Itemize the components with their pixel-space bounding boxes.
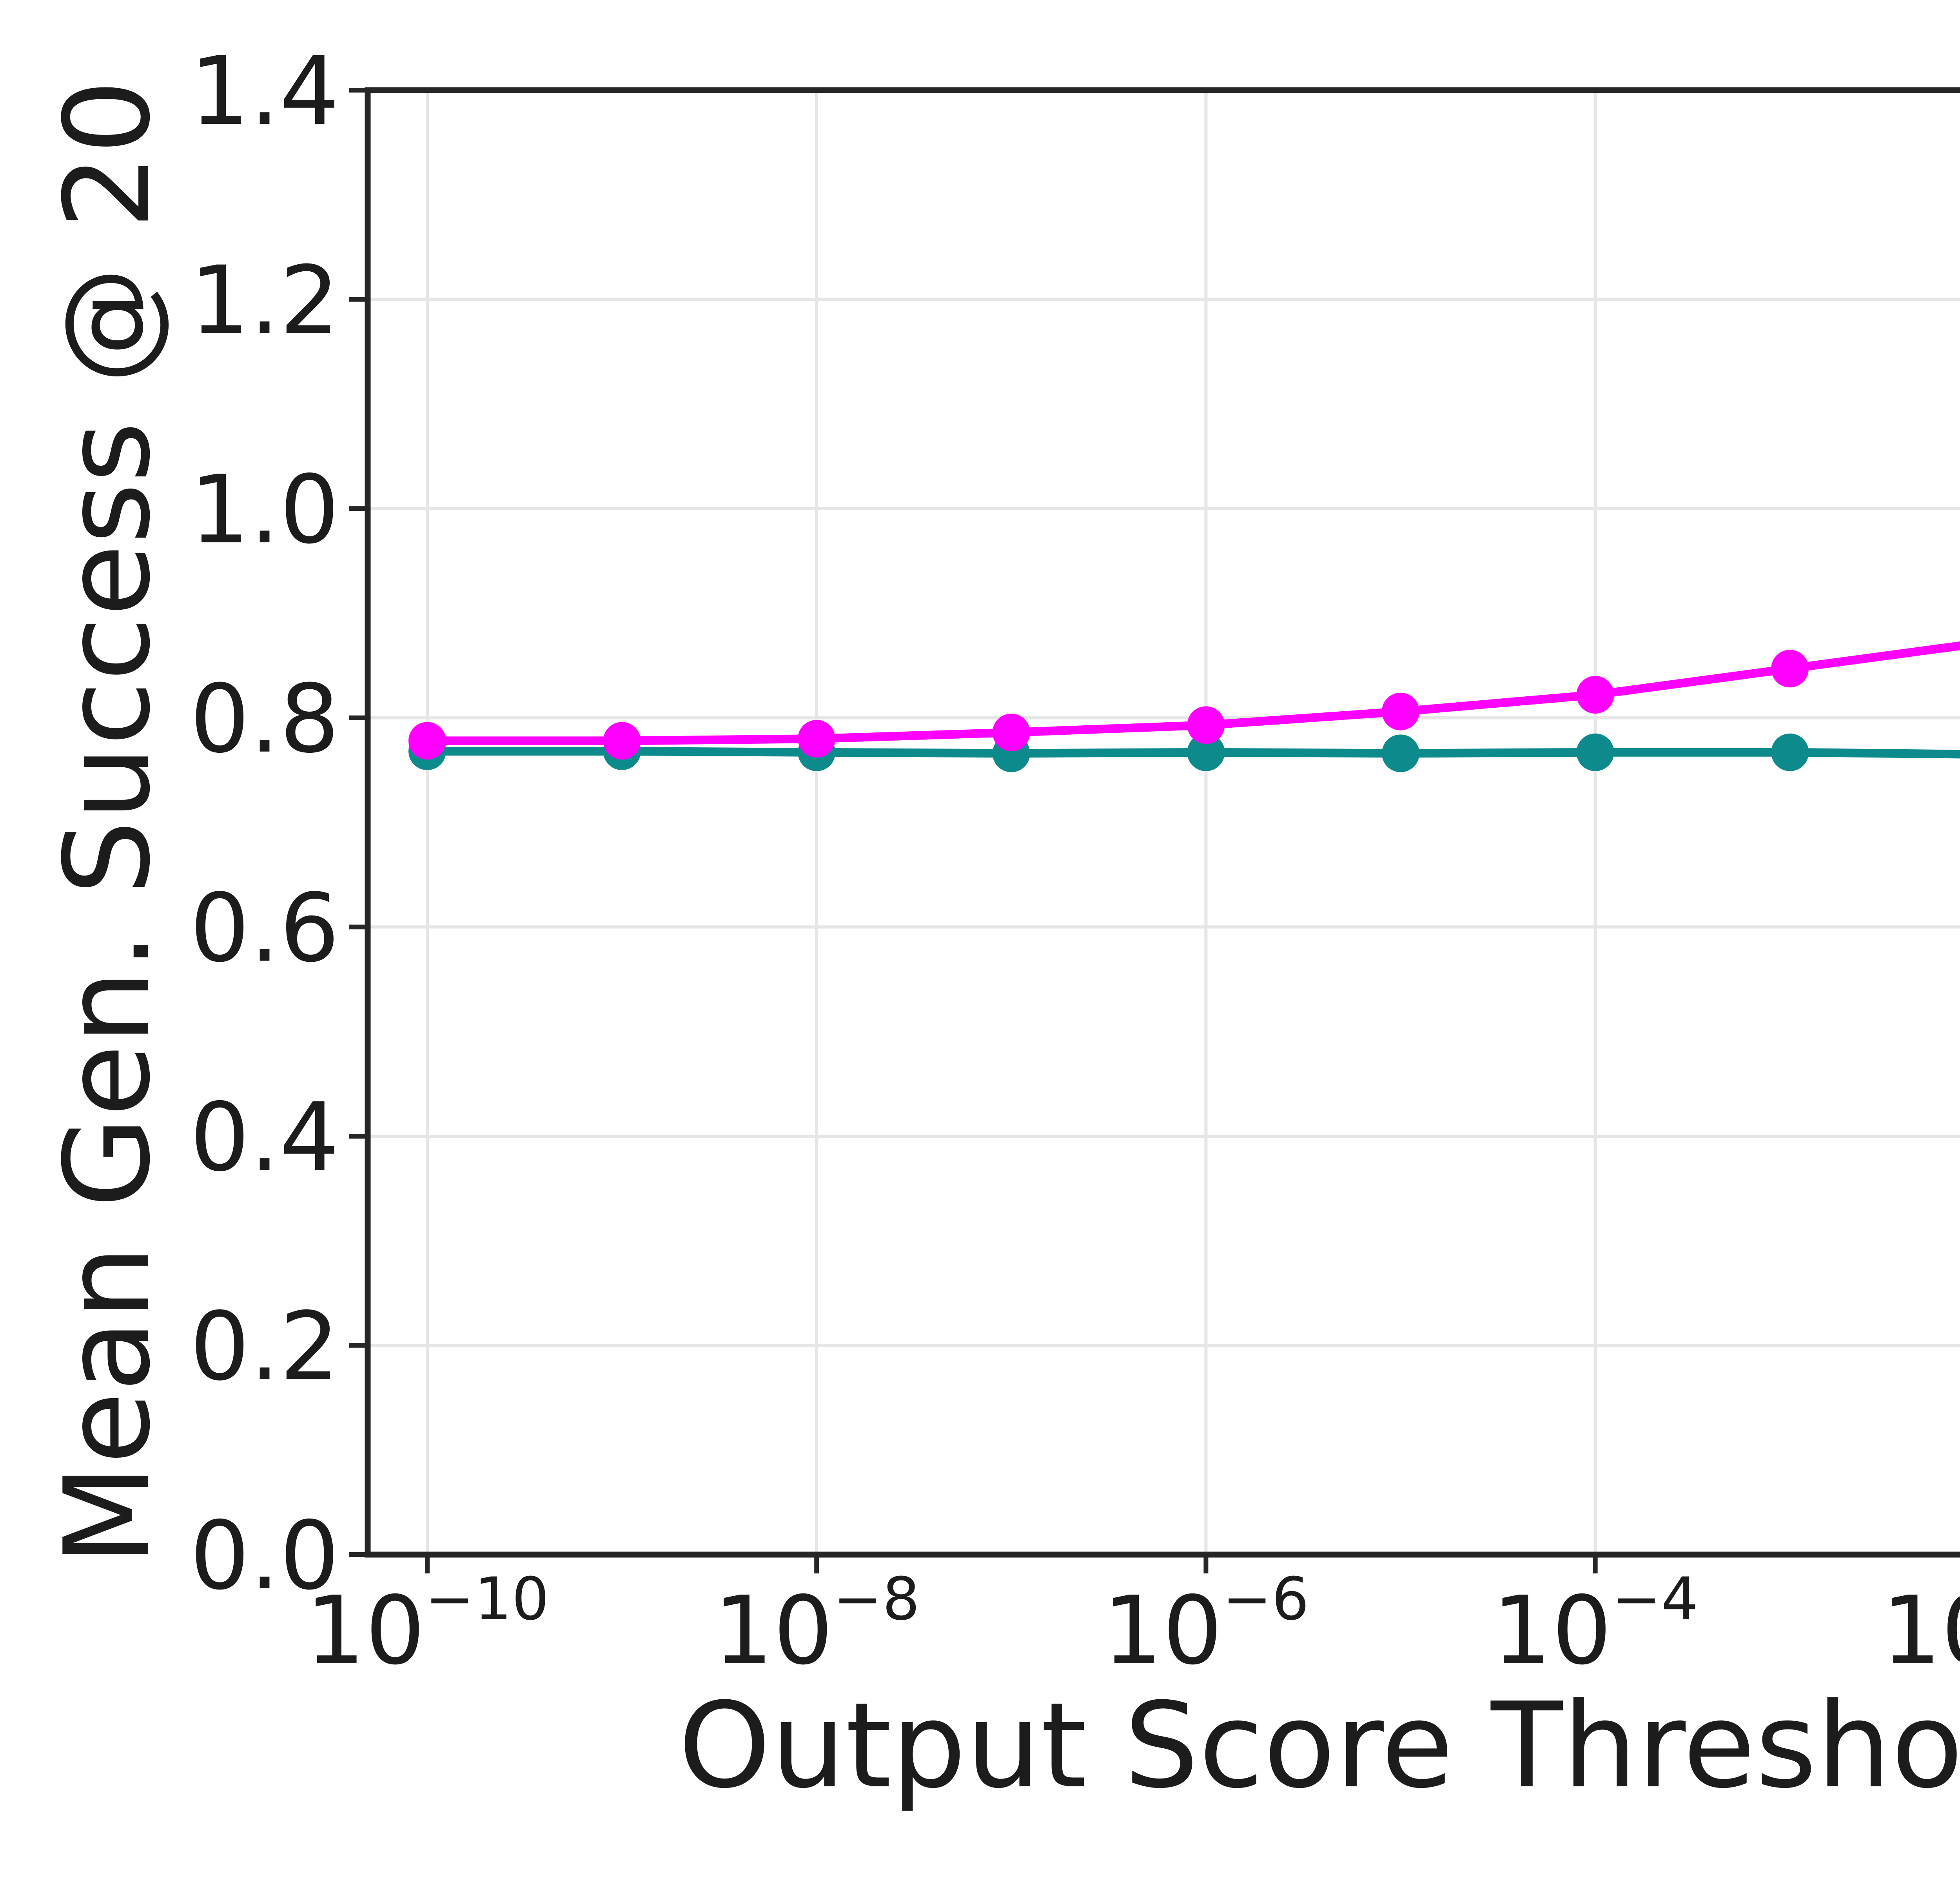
- x-tick-base: 10: [1492, 1576, 1612, 1686]
- x-tick-label-10^−6: 10−6: [1103, 1565, 1309, 1686]
- x-tick-base: 10: [713, 1576, 833, 1686]
- magenta-series-point-4: [1187, 706, 1225, 744]
- x-tick-label-10^−2: 10−2: [1882, 1565, 1960, 1686]
- tick-layer: [349, 88, 1598, 1573]
- x-tick-exponent: −4: [1612, 1565, 1699, 1633]
- x-tick-exponent: −6: [1223, 1565, 1309, 1633]
- y-tick-label-0.0: 0.0: [190, 1501, 339, 1611]
- x-tick-base: 10: [1103, 1576, 1222, 1686]
- y-tick-label-0.6: 0.6: [190, 873, 339, 983]
- magenta-series-point-2: [798, 720, 836, 758]
- y-tick-label-0.4: 0.4: [190, 1083, 339, 1192]
- magenta-series-point-6: [1576, 676, 1614, 714]
- magenta-series-point-5: [1382, 692, 1419, 730]
- y-tick-label-1.0: 1.0: [190, 455, 339, 565]
- x-tick-exponent: −10: [425, 1565, 549, 1633]
- text-layer: 0.00.20.40.60.81.01.21.410−10 10−8 10−6 10−…: [39, 36, 1960, 1814]
- teal-series-point-6: [1576, 733, 1614, 771]
- x-tick-label-10^−8: 10−8: [713, 1565, 920, 1686]
- magenta-series-group: [408, 641, 1960, 760]
- magenta-series-point-7: [1771, 650, 1809, 688]
- x-tick-label-10^−10: 10−10: [305, 1565, 549, 1686]
- x-tick-label-10^−4: 10−4: [1492, 1565, 1699, 1686]
- x-tick-exponent: −8: [833, 1565, 920, 1633]
- magenta-series-point-1: [603, 722, 641, 760]
- teal-series-point-7: [1771, 733, 1809, 771]
- y-axis-label: Mean Gen. Success @ 20: [39, 80, 176, 1566]
- magenta-series-point-3: [992, 714, 1030, 752]
- teal-series-point-5: [1382, 734, 1419, 772]
- x-tick-base: 10: [1882, 1576, 1960, 1686]
- y-tick-label-0.8: 0.8: [190, 664, 339, 774]
- axes-spines: [365, 87, 1960, 1558]
- teal-series-point-4: [1187, 733, 1225, 771]
- x-axis-label: Output Score Threshold: [678, 1677, 1960, 1814]
- y-tick-label-1.4: 1.4: [190, 36, 339, 146]
- teal-series-line: [423, 747, 1960, 759]
- x-tick-base: 10: [305, 1576, 425, 1686]
- y-tick-label-0.2: 0.2: [190, 1292, 339, 1401]
- magenta-series-line: [423, 641, 1960, 745]
- magenta-series-point-0: [408, 722, 446, 760]
- series-layer: [408, 641, 1960, 772]
- y-tick-label-1.2: 1.2: [190, 246, 339, 356]
